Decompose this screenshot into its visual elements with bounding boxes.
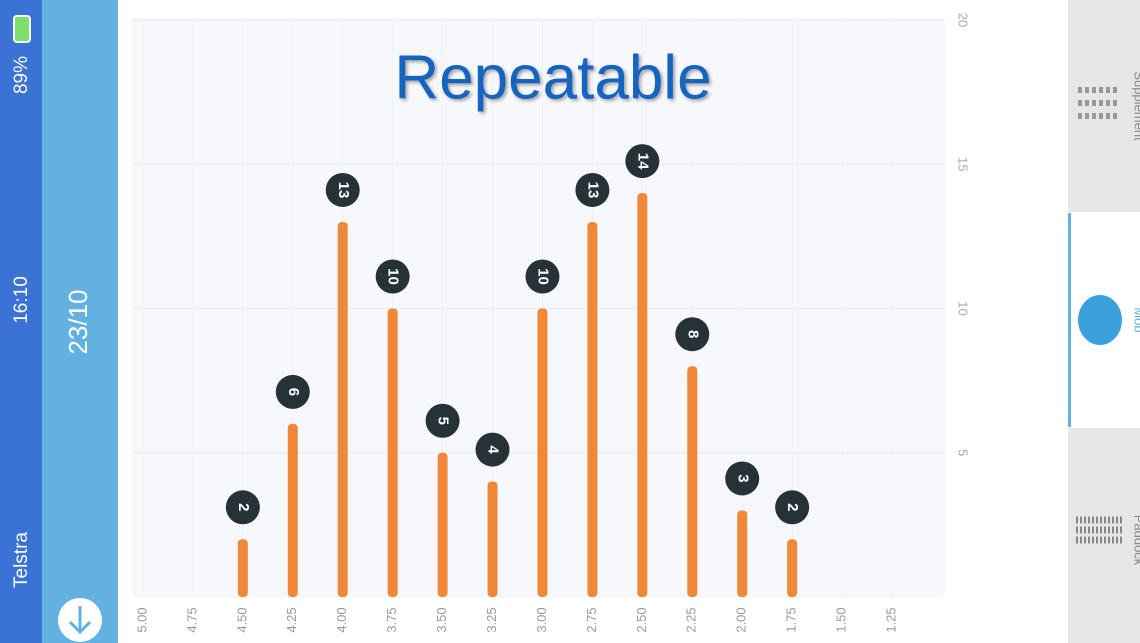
x-tick-label: 1.75 <box>784 607 799 632</box>
supplement-icon <box>1078 87 1120 119</box>
bar <box>537 308 548 597</box>
data-label-badge <box>625 144 660 179</box>
x-tick-label: 1.50 <box>834 607 849 632</box>
bar <box>387 308 398 597</box>
data-label: 2 <box>784 503 801 511</box>
data-label: 3 <box>734 474 751 482</box>
data-label: 2 <box>235 503 252 511</box>
data-label-badge <box>275 374 310 409</box>
data-label: 14 <box>634 153 651 170</box>
x-tick-label: 5.00 <box>134 607 149 632</box>
data-label: 13 <box>584 182 601 199</box>
battery: 89% <box>11 56 32 94</box>
data-label-badge <box>475 432 510 467</box>
bar <box>737 510 748 597</box>
data-label-badge <box>425 403 460 438</box>
bar <box>237 539 248 597</box>
carrier: Telstra <box>11 532 32 588</box>
y-tick-label: 20 <box>956 13 971 27</box>
data-label: 6 <box>285 388 302 396</box>
mob-icon <box>1078 295 1122 345</box>
bar <box>687 366 698 597</box>
tab-label: Supplement <box>1132 71 1140 141</box>
chart-title: Repeatable <box>394 43 711 112</box>
x-tick-label: 1.25 <box>883 607 898 632</box>
tab-indicator <box>1068 213 1071 427</box>
data-label-badge <box>325 172 360 207</box>
battery-icon <box>13 15 31 43</box>
x-tick-label: 2.50 <box>634 607 649 632</box>
data-label: 5 <box>435 417 452 425</box>
x-tick-label: 3.00 <box>534 607 549 632</box>
data-label: 8 <box>684 330 701 338</box>
data-label: 4 <box>485 445 502 454</box>
x-tick-label: 4.00 <box>334 607 349 632</box>
date: 23/10 <box>63 289 93 354</box>
bar <box>637 193 648 597</box>
y-tick-label: 15 <box>956 157 971 171</box>
data-label-badge <box>225 490 260 525</box>
x-tick-label: 4.25 <box>284 607 299 632</box>
bar <box>487 481 498 597</box>
x-tick-label: 4.75 <box>184 607 199 632</box>
x-tick-label: 3.25 <box>484 607 499 632</box>
data-label-badge <box>725 461 760 496</box>
data-label-badge <box>675 317 710 352</box>
tab-label: Paddock <box>1132 515 1140 566</box>
time: 16:10 <box>11 276 32 324</box>
tab-label: Mob <box>1132 307 1140 332</box>
data-label: 10 <box>535 268 552 285</box>
y-tick-label: 10 <box>956 301 971 315</box>
arrow-icon <box>68 606 92 635</box>
data-label-badge <box>575 172 610 207</box>
data-label-badge <box>775 490 810 525</box>
x-tick-label: 2.25 <box>684 607 699 632</box>
data-label-badge <box>525 259 560 294</box>
status-bar <box>0 0 42 643</box>
header-bar <box>42 0 118 643</box>
bar <box>787 539 798 597</box>
bar <box>287 423 298 597</box>
tab[interactable] <box>1068 428 1140 643</box>
data-label: 13 <box>335 182 352 199</box>
x-tick-label: 4.50 <box>234 607 249 632</box>
x-tick-label: 3.75 <box>384 607 399 632</box>
bar <box>437 452 448 597</box>
y-tick-label: 5 <box>956 449 971 456</box>
x-tick-label: 2.75 <box>584 607 599 632</box>
bar <box>337 221 348 597</box>
bar <box>587 221 598 597</box>
x-tick-label: 3.50 <box>434 607 449 632</box>
x-tick-label: 2.00 <box>734 607 749 632</box>
data-label-badge <box>375 259 410 294</box>
data-label: 10 <box>385 268 402 285</box>
